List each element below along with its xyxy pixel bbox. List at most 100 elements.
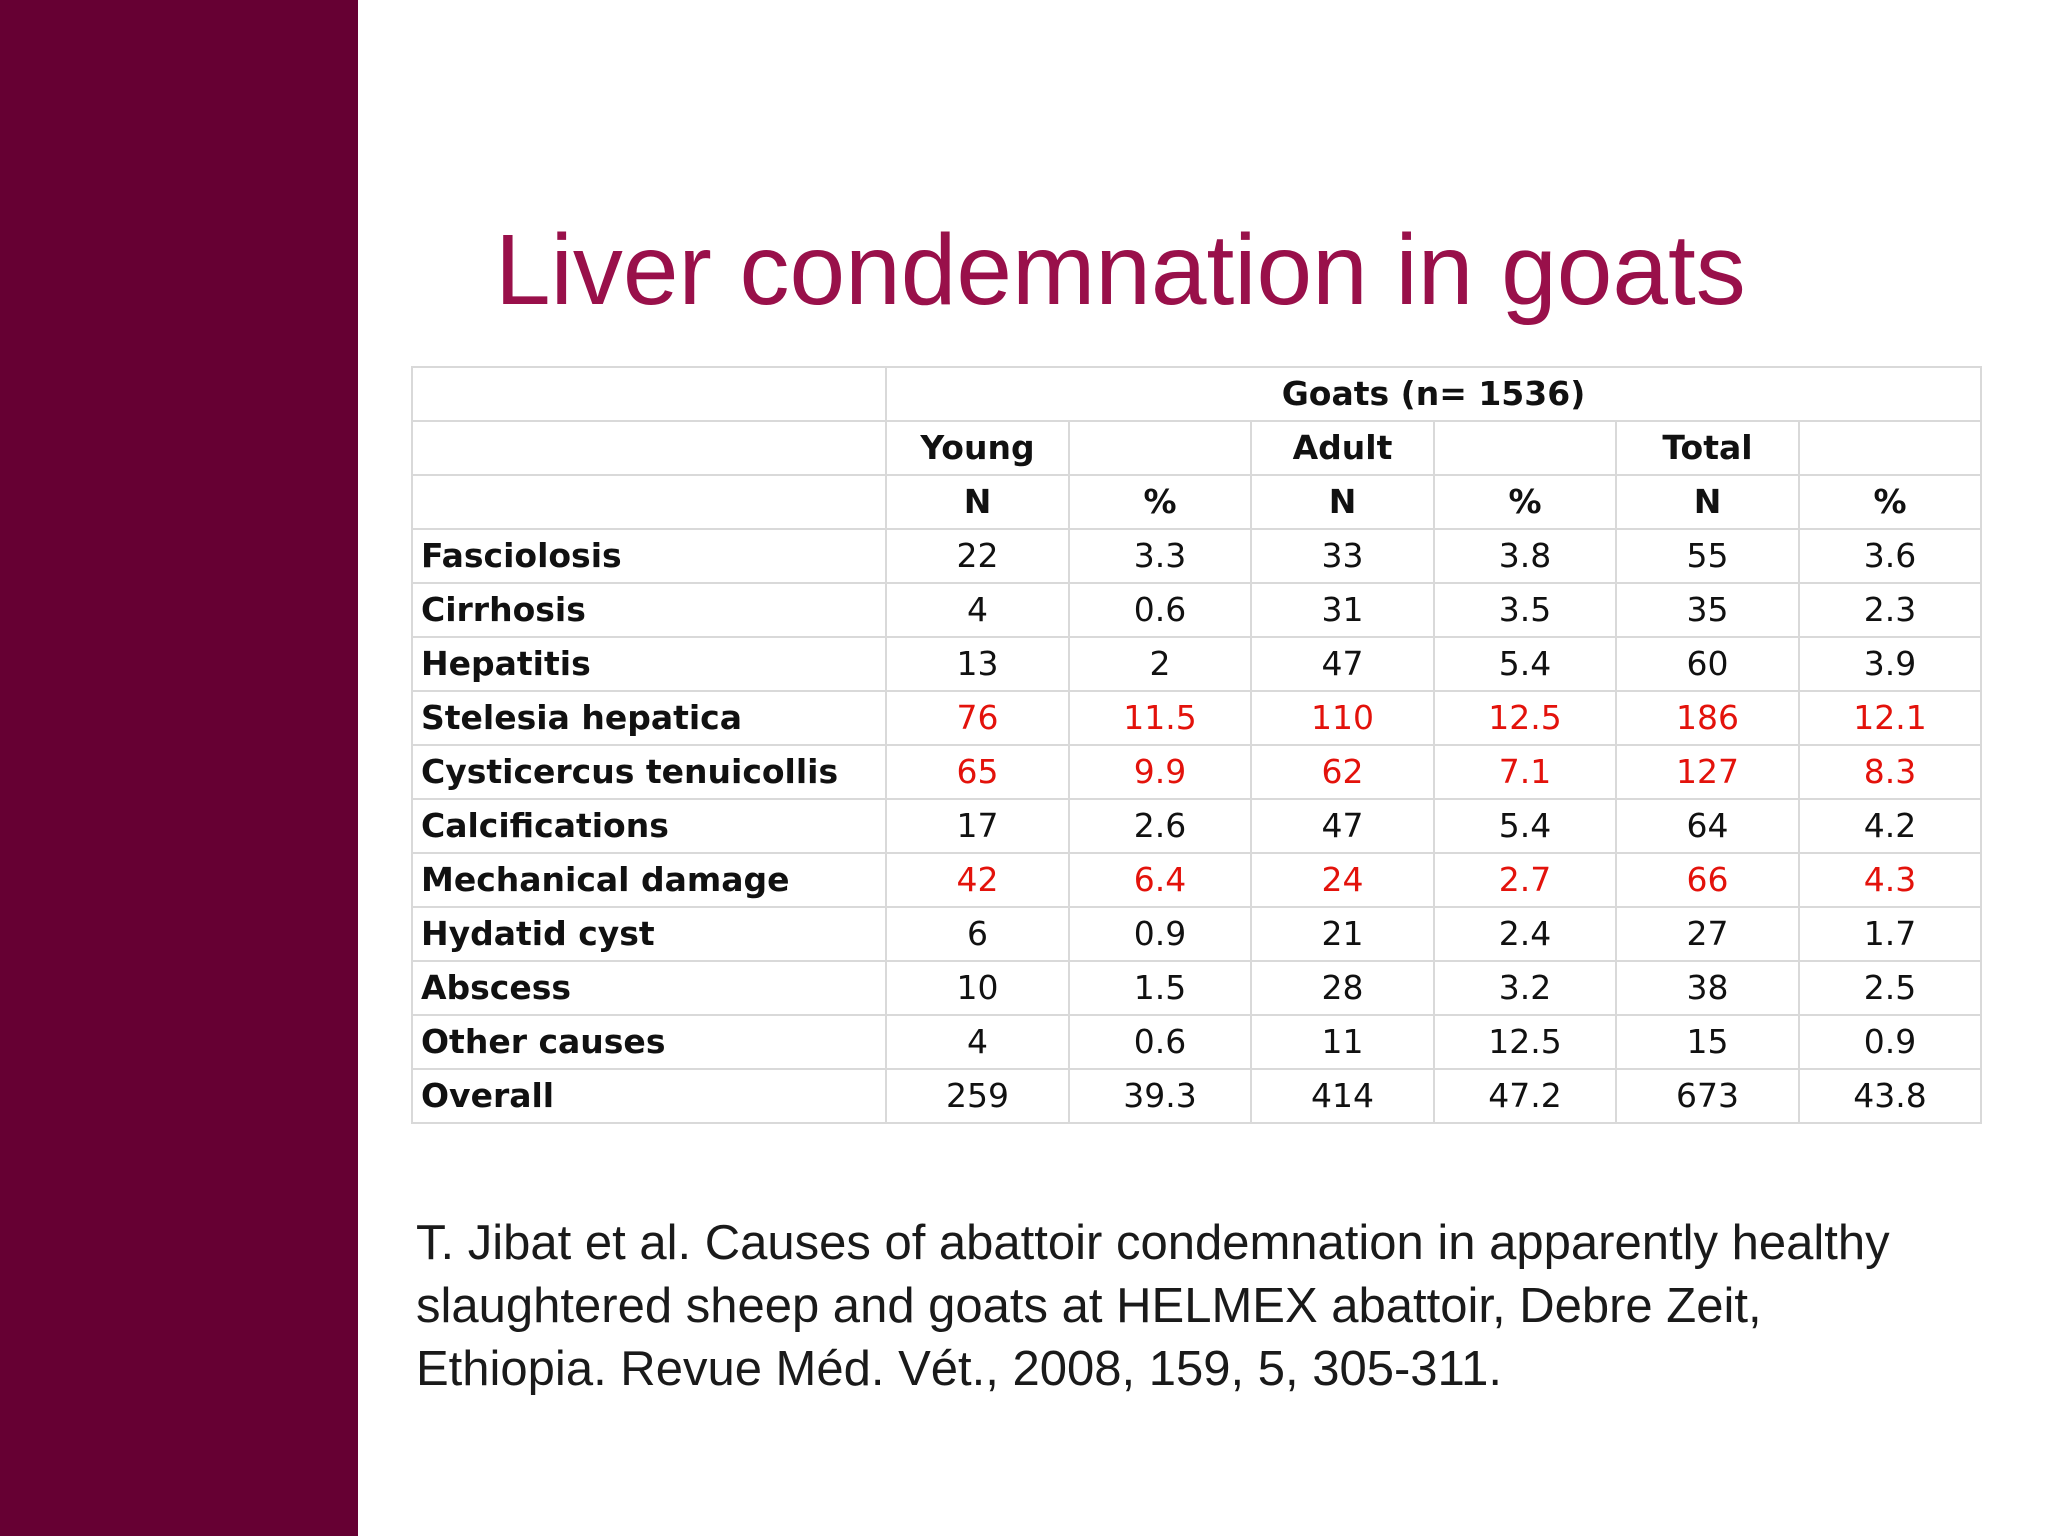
group-header: Goats (n= 1536)	[885, 366, 1982, 422]
sub-header: N	[1250, 474, 1435, 530]
table-cell: 5.4	[1433, 798, 1617, 854]
slide-sidebar	[0, 0, 358, 1536]
table-cell: 4.2	[1798, 798, 1982, 854]
table-row: Hepatitis 13 2 47 5.4 60 3.9	[411, 636, 1982, 692]
table-cell: 5.4	[1433, 636, 1617, 692]
empty-header-cell	[1798, 420, 1982, 476]
age-header: Young	[885, 420, 1070, 476]
row-label: Hydatid cyst	[411, 906, 887, 962]
table-cell: 2.6	[1068, 798, 1252, 854]
table-cell: 127	[1615, 744, 1800, 800]
row-label: Fasciolosis	[411, 528, 887, 584]
sub-header: %	[1433, 474, 1617, 530]
table-cell: 3.5	[1433, 582, 1617, 638]
table-cell: 47.2	[1433, 1068, 1617, 1124]
table-cell: 0.9	[1798, 1014, 1982, 1070]
table-cell: 3.2	[1433, 960, 1617, 1016]
table-cell: 673	[1615, 1068, 1800, 1124]
table-cell: 12.5	[1433, 1014, 1617, 1070]
table-cell: 65	[885, 744, 1070, 800]
citation-line: slaughtered sheep and goats at HELMEX ab…	[416, 1279, 1762, 1333]
row-label: Cirrhosis	[411, 582, 887, 638]
sub-header-row: N % N % N %	[411, 474, 1982, 530]
table-row: Overall 259 39.3 414 47.2 673 43.8	[411, 1068, 1982, 1124]
table-cell: 3.9	[1798, 636, 1982, 692]
table-row: Abscess 10 1.5 28 3.2 38 2.5	[411, 960, 1982, 1016]
table-cell: 24	[1250, 852, 1435, 908]
table-cell: 259	[885, 1068, 1070, 1124]
table-cell: 2.5	[1798, 960, 1982, 1016]
table-cell: 11.5	[1068, 690, 1252, 746]
table-row: Mechanical damage 42 6.4 24 2.7 66 4.3	[411, 852, 1982, 908]
sub-header: %	[1068, 474, 1252, 530]
slide-title: Liver condemnation in goats	[495, 214, 1746, 326]
table-cell: 17	[885, 798, 1070, 854]
table-cell: 47	[1250, 636, 1435, 692]
table-cell: 22	[885, 528, 1070, 584]
empty-header-cell	[1068, 420, 1252, 476]
data-table: Goats (n= 1536) Young Adult Total N % N …	[411, 366, 1982, 1124]
table-cell: 3.6	[1798, 528, 1982, 584]
table-cell: 66	[1615, 852, 1800, 908]
row-label: Overall	[411, 1068, 887, 1124]
table-cell: 1.7	[1798, 906, 1982, 962]
citation-line: T. Jibat et al. Causes of abattoir conde…	[416, 1216, 1890, 1270]
table-cell: 38	[1615, 960, 1800, 1016]
table-cell: 42	[885, 852, 1070, 908]
age-header: Total	[1615, 420, 1800, 476]
row-label: Other causes	[411, 1014, 887, 1070]
table-row: Cirrhosis 4 0.6 31 3.5 35 2.3	[411, 582, 1982, 638]
row-label: Hepatitis	[411, 636, 887, 692]
empty-header-cell	[1433, 420, 1617, 476]
table-row: Fasciolosis 22 3.3 33 3.8 55 3.6	[411, 528, 1982, 584]
header-corner	[411, 474, 887, 530]
age-header: Adult	[1250, 420, 1435, 476]
table-cell: 21	[1250, 906, 1435, 962]
table-cell: 3.3	[1068, 528, 1252, 584]
row-label: Calcifications	[411, 798, 887, 854]
table-cell: 0.6	[1068, 1014, 1252, 1070]
table-cell: 31	[1250, 582, 1435, 638]
table-cell: 186	[1615, 690, 1800, 746]
table-cell: 0.6	[1068, 582, 1252, 638]
table-cell: 3.8	[1433, 528, 1617, 584]
table-cell: 6.4	[1068, 852, 1252, 908]
table-cell: 110	[1250, 690, 1435, 746]
table-cell: 47	[1250, 798, 1435, 854]
table-cell: 62	[1250, 744, 1435, 800]
row-label: Cysticercus tenuicollis	[411, 744, 887, 800]
table-cell: 2	[1068, 636, 1252, 692]
age-header-row: Young Adult Total	[411, 420, 1982, 476]
table-row: Other causes 4 0.6 11 12.5 15 0.9	[411, 1014, 1982, 1070]
table-cell: 9.9	[1068, 744, 1252, 800]
table-cell: 60	[1615, 636, 1800, 692]
table-cell: 64	[1615, 798, 1800, 854]
sub-header: %	[1798, 474, 1982, 530]
table-cell: 2.3	[1798, 582, 1982, 638]
sub-header: N	[885, 474, 1070, 530]
table-cell: 11	[1250, 1014, 1435, 1070]
table-cell: 1.5	[1068, 960, 1252, 1016]
table-cell: 414	[1250, 1068, 1435, 1124]
table-cell: 10	[885, 960, 1070, 1016]
table-cell: 4	[885, 582, 1070, 638]
table-cell: 76	[885, 690, 1070, 746]
table-cell: 28	[1250, 960, 1435, 1016]
table-cell: 55	[1615, 528, 1800, 584]
table-cell: 13	[885, 636, 1070, 692]
header-corner	[411, 366, 887, 422]
table-row: Cysticercus tenuicollis 65 9.9 62 7.1 127 8.3	[411, 744, 1982, 800]
table-cell: 2.4	[1433, 906, 1617, 962]
table-row: Hydatid cyst 6 0.9 21 2.4 27 1.7	[411, 906, 1982, 962]
table-cell: 4.3	[1798, 852, 1982, 908]
table-cell: 4	[885, 1014, 1070, 1070]
citation-line: Ethiopia. Revue Méd. Vét., 2008, 159, 5,…	[416, 1342, 1502, 1396]
row-label: Mechanical damage	[411, 852, 887, 908]
sub-header: N	[1615, 474, 1800, 530]
row-label: Stelesia hepatica	[411, 690, 887, 746]
table-cell: 39.3	[1068, 1068, 1252, 1124]
table-cell: 43.8	[1798, 1068, 1982, 1124]
table-cell: 6	[885, 906, 1070, 962]
table-cell: 27	[1615, 906, 1800, 962]
table-cell: 12.1	[1798, 690, 1982, 746]
